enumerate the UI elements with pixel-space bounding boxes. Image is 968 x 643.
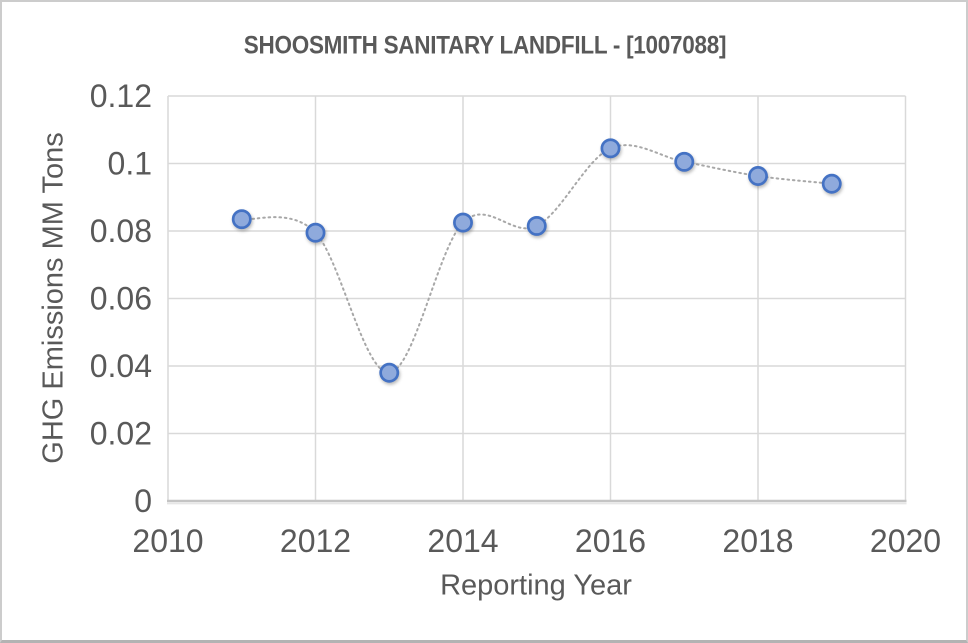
series-markers [231, 138, 842, 383]
data-point-marker [231, 209, 252, 230]
y-tick-label: 0.1 [108, 146, 152, 182]
data-point-marker [821, 173, 842, 194]
y-tick-label: 0.08 [90, 213, 152, 249]
x-tick-label: 2016 [575, 523, 646, 559]
x-tick-label: 2014 [427, 523, 498, 559]
x-tick-label: 2012 [280, 523, 351, 559]
y-tick-label: 0.04 [90, 348, 152, 384]
data-point-marker [748, 166, 768, 186]
x-axis-title: Reporting Year [440, 569, 632, 602]
series-line [240, 144, 833, 374]
data-point-marker [526, 215, 547, 236]
x-tick-label: 2020 [870, 523, 941, 559]
data-point-marker [600, 138, 621, 159]
data-point-marker [453, 212, 473, 233]
y-tick-label: 0 [134, 483, 152, 519]
x-tick-label: 2018 [722, 523, 793, 559]
data-point-marker [305, 222, 326, 243]
data-point-marker [379, 362, 400, 383]
x-tick-label: 2010 [132, 523, 203, 559]
data-point-marker [674, 151, 695, 172]
y-tick-label: 0.12 [90, 78, 152, 114]
y-tick-label: 0.06 [90, 281, 152, 317]
chart-title: SHOOSMITH SANITARY LANDFILL - [1007088] [243, 31, 727, 60]
y-tick-label: 0.02 [90, 416, 152, 452]
